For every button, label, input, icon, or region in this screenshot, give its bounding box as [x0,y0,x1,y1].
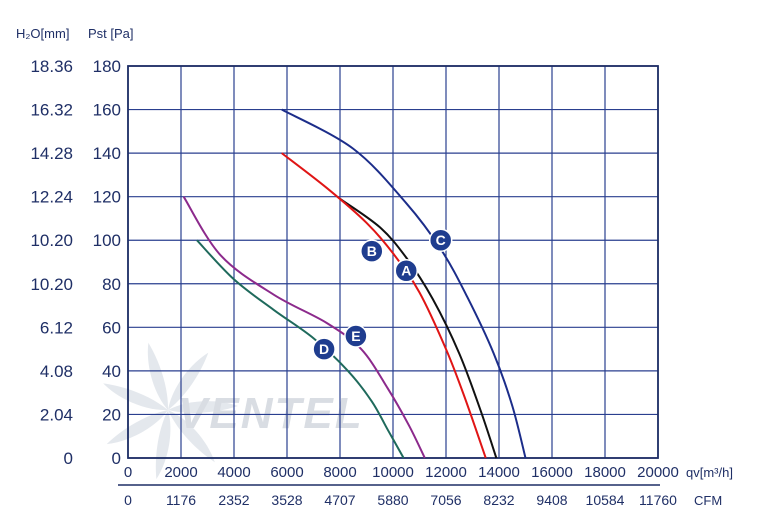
x-tick-label: 8000 [323,464,356,481]
cfm-tick-label: 0 [124,492,132,508]
cfm-tick-label: 10584 [586,492,625,508]
h2o-tick-label: 0 [64,449,73,468]
marker-circle [428,228,453,252]
x-tick-label: 6000 [270,464,303,481]
cfm-tick-label: 4707 [324,492,355,508]
pa-axis-title: Pst [Pa] [88,26,134,41]
cfm-tick-label: 1176 [166,492,196,508]
pa-tick-label: 100 [93,231,121,250]
x-tick-label: 4000 [217,464,250,481]
x-tick-label: 14000 [478,464,520,481]
marker-circle [344,324,368,348]
cfm-tick-label: 7056 [430,492,461,508]
series-marker-c: C [428,228,453,252]
pa-tick-label: 80 [102,275,121,294]
x-tick-label: 20000 [637,464,679,481]
watermark-fan-blade [106,410,168,445]
watermark-fan-blade [168,401,238,413]
cfm-tick-label: 5880 [377,492,408,508]
series-marker-b: B [360,239,384,263]
watermark-fan-blade [155,410,171,480]
h2o-tick-label: 2.04 [40,405,73,424]
x-tick-label: 10000 [372,464,414,481]
x-tick-label: 2000 [164,464,197,481]
cfm-tick-label: 11760 [639,492,677,508]
x-tick-label: 18000 [584,464,626,481]
h2o-tick-label: 10.20 [30,231,73,250]
marker-circle [360,239,384,263]
x-tick-label: 12000 [425,464,467,481]
watermark-fan-blade [147,342,169,410]
watermark-fan-blade [168,352,209,410]
marker-label: A [401,263,411,279]
marker-label: B [367,243,377,259]
h2o-tick-label: 16.32 [30,101,73,120]
cfm-tick-label: 9408 [536,492,567,508]
h2o-tick-label: 18.36 [30,57,73,76]
marker-circle [312,337,336,361]
watermark-text: VENTEL [178,389,364,438]
pa-tick-label: 40 [102,362,121,381]
cfm-tick-label: 2352 [218,492,249,508]
pa-tick-label: 180 [93,57,121,76]
x-tick-label: 0 [124,464,132,481]
marker-label: C [436,232,446,248]
series-line-c [281,108,527,459]
series-marker-a: A [394,258,418,283]
plot-border [127,65,659,459]
h2o-tick-label: 12.24 [30,188,73,207]
h2o-tick-label: 10.20 [30,275,73,294]
cfm-tick-label: 3528 [271,492,302,508]
watermark-fan-blade [103,383,168,411]
marker-label: E [351,328,360,344]
pa-tick-label: 120 [93,188,121,207]
series-line-a [339,198,498,459]
h2o-axis-title: H₂O[mm] [16,26,69,41]
pa-tick-label: 20 [102,405,121,424]
pa-tick-label: 160 [93,101,121,120]
x-axis-title: qv[m³/h] [686,465,733,480]
h2o-tick-label: 6.12 [40,318,73,337]
cfm-tick-label: 8232 [483,492,514,508]
series-marker-e: E [344,324,368,348]
pa-tick-label: 140 [93,144,121,163]
x-tick-label: 16000 [531,464,573,481]
h2o-tick-label: 4.08 [40,362,73,381]
pa-tick-label: 60 [102,318,121,337]
pa-tick-label: 0 [112,449,121,468]
watermark-fan-icon [103,342,238,480]
marker-label: D [319,341,329,357]
cfm-axis-title: CFM [694,493,722,508]
marker-circle [394,258,418,283]
series-marker-d: D [312,337,336,361]
h2o-tick-label: 14.28 [30,144,73,163]
watermark-fan-blade [168,410,215,463]
series-line-e [182,196,426,459]
